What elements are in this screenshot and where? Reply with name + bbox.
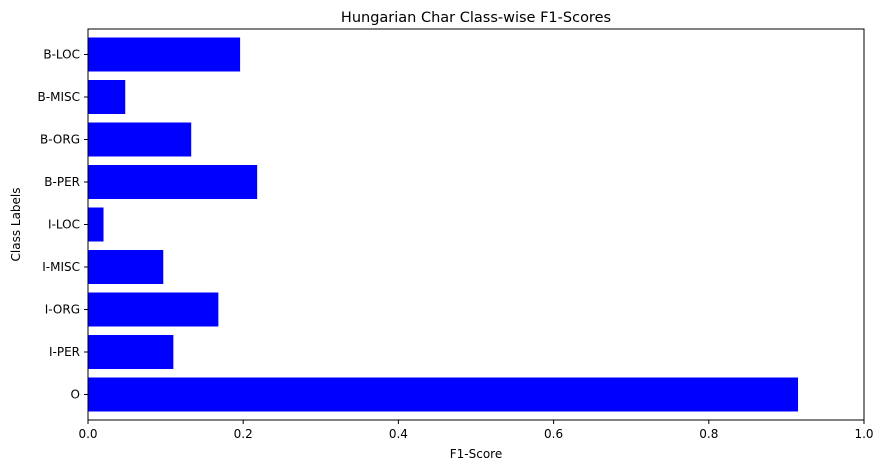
- y-tick-label: B-PER: [44, 175, 80, 189]
- chart-title: Hungarian Char Class-wise F1-Scores: [341, 10, 611, 26]
- y-axis-title: Class Labels: [9, 187, 23, 261]
- bar-b-org: [88, 122, 192, 157]
- bar-i-loc: [88, 207, 104, 242]
- y-tick-label: B-MISC: [38, 90, 80, 104]
- y-tick-label: I-MISC: [42, 260, 80, 274]
- x-tick-label: 0.6: [544, 427, 563, 441]
- bar-b-loc: [88, 37, 241, 72]
- x-axis: 0.0 0.2 0.4 0.6 0.8 1.0: [78, 420, 874, 441]
- y-tick-label: B-LOC: [43, 48, 80, 62]
- x-tick-label: 0.2: [234, 427, 253, 441]
- plot-frame: [87, 28, 865, 421]
- y-tick-label: I-LOC: [48, 218, 80, 232]
- bar-b-misc: [88, 80, 126, 114]
- x-tick-label: 1.0: [854, 427, 873, 441]
- y-axis: O I-PER I-ORG I-MISC I-LOC B-PER B-ORG B-MISC B-…: [38, 48, 88, 402]
- bar-b-per: [88, 165, 258, 199]
- bar-i-per: [88, 335, 174, 369]
- y-tick-label: O: [71, 388, 80, 402]
- y-tick-label: B-ORG: [40, 133, 80, 147]
- x-tick-label: 0.0: [78, 427, 97, 441]
- x-axis-title: F1-Score: [450, 447, 502, 461]
- bar-i-org: [88, 292, 219, 327]
- y-tick-label: I-ORG: [45, 303, 80, 317]
- bar-o: [88, 377, 799, 412]
- y-tick-label: I-PER: [49, 345, 80, 359]
- bars-layer: [88, 37, 799, 412]
- x-tick-label: 0.8: [699, 427, 718, 441]
- x-tick-label: 0.4: [389, 427, 408, 441]
- bar-i-misc: [88, 250, 164, 284]
